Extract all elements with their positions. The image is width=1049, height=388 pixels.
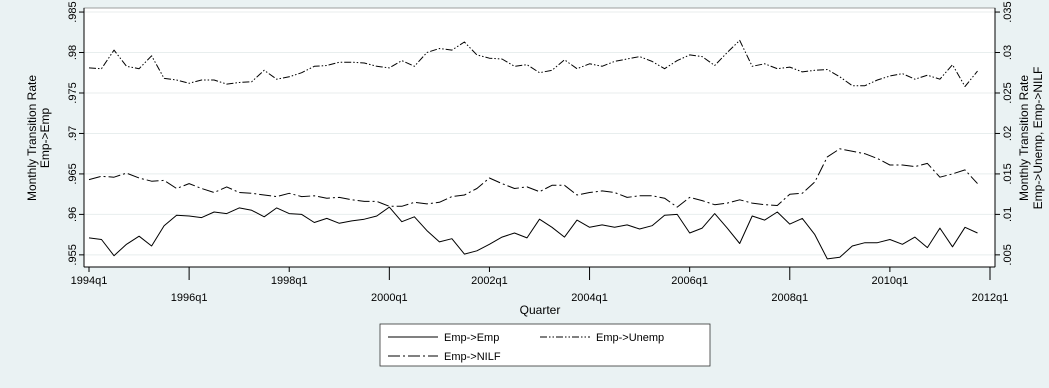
y-tick-label-right: .035 (1002, 1, 1014, 22)
series-line-emp-nilf (88, 148, 978, 208)
y-tick-label-right: .01 (1002, 207, 1014, 222)
x-tick-label: 2012q1 (972, 292, 1009, 304)
series-line-emp-unemp (88, 39, 978, 87)
series-lines (88, 39, 978, 260)
gridlines (84, 11, 995, 256)
x-tick-label: 2004q1 (571, 292, 608, 304)
y-tick-label-left: .965 (67, 163, 79, 184)
y-axis-right-title-line1: Monthly Transition Rate (1017, 75, 1031, 201)
x-tick-label: 2000q1 (371, 292, 408, 304)
legend: Emp->Emp Emp->Unemp Emp->NILF (379, 323, 711, 367)
legend-label-emp-unemp: Emp->Unemp (596, 332, 664, 344)
y-tick-label-right: .005 (1002, 244, 1014, 265)
y-tick-label-left: .98 (67, 45, 79, 60)
x-tick-label: 2010q1 (872, 275, 909, 287)
plot-background (83, 7, 996, 268)
legend-box (379, 323, 711, 367)
y-axis-left-title-line2: Emp->Emp (38, 108, 52, 169)
x-tick-label: 1994q1 (71, 275, 108, 287)
legend-label-emp-emp: Emp->Emp (444, 332, 499, 344)
x-tick-label: 1998q1 (271, 275, 308, 287)
x-tick-label: 2008q1 (771, 292, 808, 304)
y-tick-label-right: .015 (1002, 163, 1014, 184)
y-tick-label-left: .975 (67, 82, 79, 103)
y-tick-label-left: .985 (67, 1, 79, 22)
x-tick-label: 2006q1 (671, 275, 708, 287)
y-tick-label-right: .03 (1002, 45, 1014, 60)
y-tick-label-left: .96 (67, 207, 79, 222)
y-tick-label-right: .02 (1002, 126, 1014, 141)
x-tick-label: 2002q1 (471, 275, 508, 287)
x-tick-label: 1996q1 (171, 292, 208, 304)
tick-marks (79, 11, 1000, 280)
y-tick-label-left: .97 (67, 126, 79, 141)
y-tick-label-left: .955 (67, 244, 79, 265)
y-axis-left-title-line1: Monthly Transition Rate (25, 75, 39, 201)
y-tick-label-right: .025 (1002, 82, 1014, 103)
series-line-emp-emp (88, 206, 978, 260)
y-axis-right-title-line2: Emp->Unemp, Emp->NILF (1031, 67, 1045, 210)
legend-label-emp-nilf: Emp->NILF (444, 351, 501, 363)
x-axis-title: Quarter (520, 303, 561, 317)
axes (83, 8, 996, 268)
